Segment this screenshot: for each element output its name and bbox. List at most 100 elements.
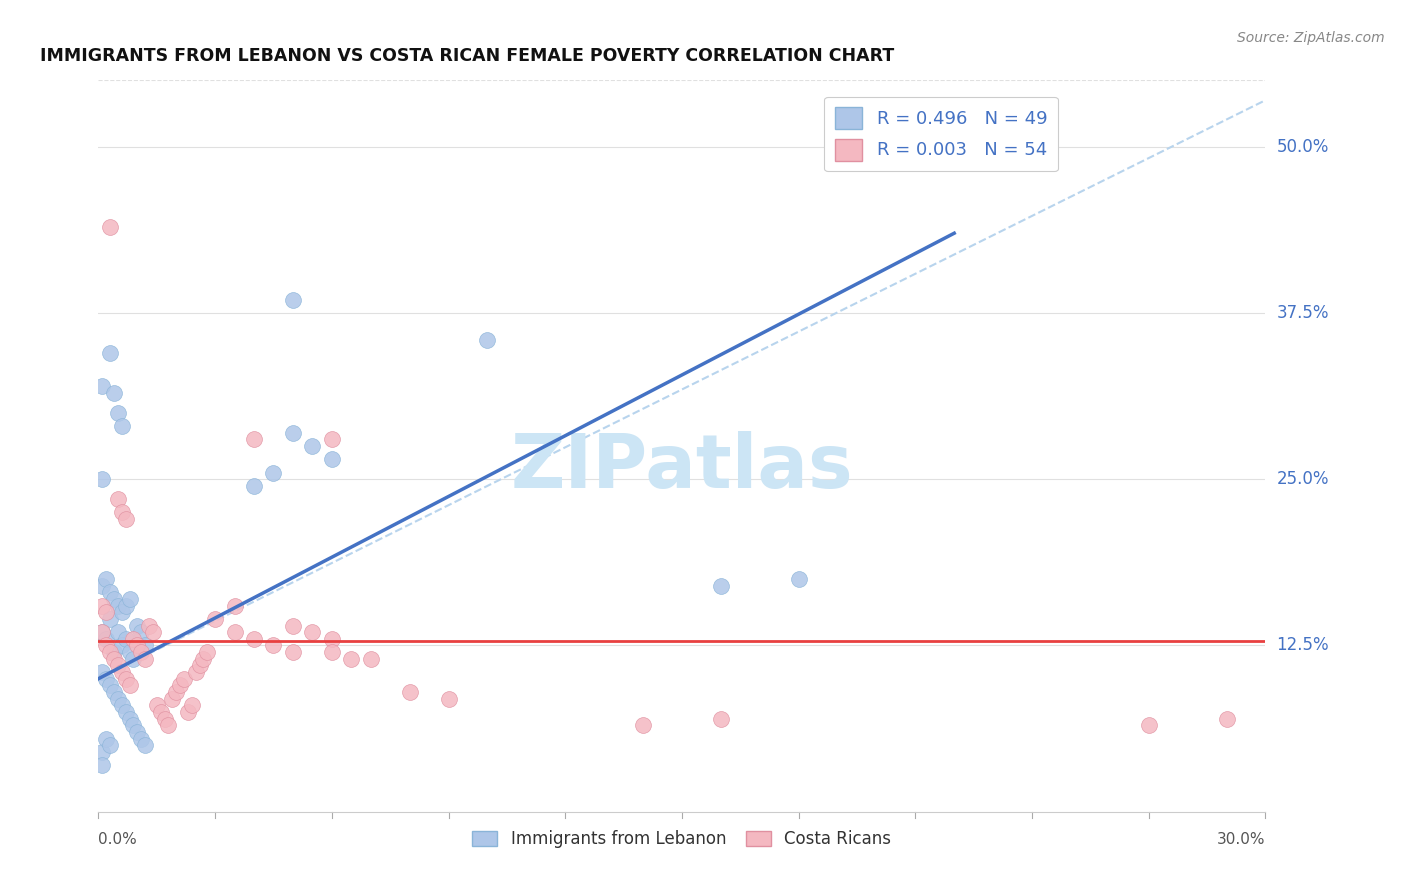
Point <box>111 605 134 619</box>
Point <box>477 333 499 347</box>
Text: 25.0%: 25.0% <box>1277 470 1329 488</box>
Point <box>631 718 654 732</box>
Point <box>173 672 195 686</box>
Point <box>118 712 141 726</box>
Point <box>437 691 460 706</box>
Text: 37.5%: 37.5% <box>1277 304 1329 322</box>
Point <box>281 425 304 440</box>
Point <box>184 665 207 679</box>
Point <box>321 433 343 447</box>
Point <box>243 433 266 447</box>
Point <box>91 758 114 772</box>
Point <box>96 605 118 619</box>
Text: 30.0%: 30.0% <box>1218 831 1265 847</box>
Point <box>1215 712 1237 726</box>
Point <box>157 718 180 732</box>
Point <box>710 579 733 593</box>
Text: IMMIGRANTS FROM LEBANON VS COSTA RICAN FEMALE POVERTY CORRELATION CHART: IMMIGRANTS FROM LEBANON VS COSTA RICAN F… <box>41 47 894 65</box>
Point <box>111 419 134 434</box>
Point <box>195 645 218 659</box>
Point <box>107 625 129 640</box>
Point <box>118 645 141 659</box>
Point <box>114 705 136 719</box>
Point <box>103 685 125 699</box>
Point <box>96 639 118 653</box>
Point <box>321 452 343 467</box>
Point <box>96 572 118 586</box>
Point <box>224 599 246 613</box>
Point <box>103 591 125 606</box>
Point <box>107 599 129 613</box>
Point <box>118 591 141 606</box>
Point <box>129 645 152 659</box>
Point <box>204 612 226 626</box>
Point <box>96 632 118 646</box>
Point <box>98 678 121 692</box>
Point <box>122 652 145 666</box>
Point <box>301 625 323 640</box>
Point <box>281 293 304 307</box>
Text: 50.0%: 50.0% <box>1277 137 1329 156</box>
Point <box>340 652 363 666</box>
Point <box>114 599 136 613</box>
Point <box>91 472 114 486</box>
Text: Source: ZipAtlas.com: Source: ZipAtlas.com <box>1237 31 1385 45</box>
Point <box>96 731 118 746</box>
Point <box>177 705 200 719</box>
Point <box>107 406 129 420</box>
Point <box>193 652 215 666</box>
Point <box>98 346 121 360</box>
Legend: Immigrants from Lebanon, Costa Ricans: Immigrants from Lebanon, Costa Ricans <box>465 823 898 855</box>
Point <box>91 745 114 759</box>
Point <box>169 678 191 692</box>
Point <box>301 439 323 453</box>
Point <box>103 645 125 659</box>
Text: 12.5%: 12.5% <box>1277 637 1329 655</box>
Point <box>153 712 176 726</box>
Point <box>262 639 284 653</box>
Point <box>98 645 121 659</box>
Point <box>114 672 136 686</box>
Text: 0.0%: 0.0% <box>98 831 138 847</box>
Point <box>122 718 145 732</box>
Point <box>91 379 114 393</box>
Point <box>281 645 304 659</box>
Point <box>398 685 420 699</box>
Point <box>142 625 165 640</box>
Point <box>262 466 284 480</box>
Point <box>91 579 114 593</box>
Point <box>188 658 211 673</box>
Point <box>96 672 118 686</box>
Point <box>127 725 149 739</box>
Point <box>114 632 136 646</box>
Point <box>111 665 134 679</box>
Point <box>134 652 156 666</box>
Point <box>321 645 343 659</box>
Point <box>91 625 114 640</box>
Point <box>787 572 810 586</box>
Point <box>107 691 129 706</box>
Point <box>111 698 134 713</box>
Point <box>103 652 125 666</box>
Point <box>281 618 304 632</box>
Point <box>129 731 152 746</box>
Point <box>243 632 266 646</box>
Point <box>127 618 149 632</box>
Text: ZIPatlas: ZIPatlas <box>510 432 853 505</box>
Point <box>710 712 733 726</box>
Point <box>149 705 172 719</box>
Point <box>111 506 134 520</box>
Point <box>98 738 121 752</box>
Point <box>134 639 156 653</box>
Point <box>224 625 246 640</box>
Point <box>162 691 184 706</box>
Point <box>118 678 141 692</box>
Point <box>91 599 114 613</box>
Point <box>122 632 145 646</box>
Point <box>107 658 129 673</box>
Point <box>91 665 114 679</box>
Point <box>321 632 343 646</box>
Point <box>98 585 121 599</box>
Point <box>146 698 169 713</box>
Point <box>114 512 136 526</box>
